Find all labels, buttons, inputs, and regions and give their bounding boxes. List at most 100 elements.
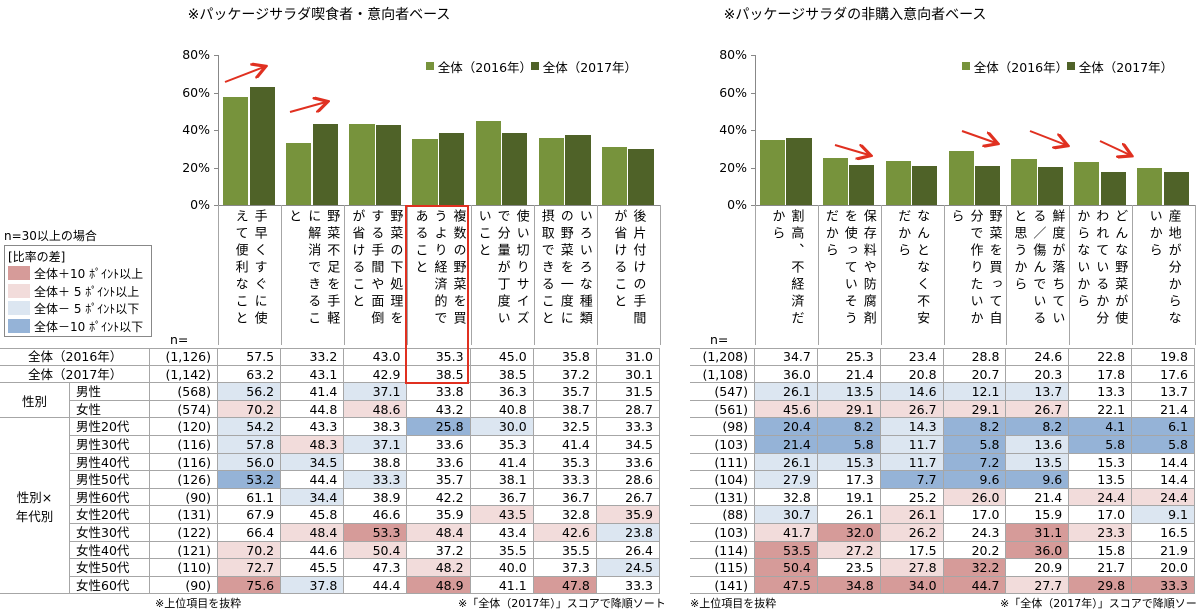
n-value: (121) <box>150 541 218 560</box>
category-separator <box>1132 205 1134 345</box>
n-value: (561) <box>690 400 755 419</box>
table-cell: 19.1 <box>817 488 881 507</box>
table-cell: 70.2 <box>218 400 282 419</box>
table-cell: 29.1 <box>817 400 881 419</box>
bar <box>1011 158 1037 205</box>
row-label: 女性30代 <box>70 524 150 542</box>
row-label: 男性50代 <box>70 471 150 489</box>
row-label: 女性40代 <box>70 541 150 560</box>
table-cell: 34.0 <box>880 576 944 595</box>
bar <box>412 138 438 205</box>
bar <box>1100 171 1126 205</box>
row-label: 男性20代 <box>70 418 150 436</box>
table-cell: 35.3 <box>470 436 534 454</box>
table-cell: 36.7 <box>470 488 534 507</box>
table-cell: 17.3 <box>817 471 881 489</box>
y-tick-label: 80% <box>719 47 747 62</box>
bar <box>628 148 654 205</box>
n-header: n= <box>710 332 729 347</box>
category-label: 野菜不足を手軽に解消できること <box>286 209 340 328</box>
table-cell: 17.6 <box>1132 365 1195 384</box>
y-tick-label: 0% <box>727 197 747 212</box>
table-cell: 13.7 <box>1006 383 1070 401</box>
bar <box>223 97 249 205</box>
table-cell: 32.8 <box>533 506 597 524</box>
table-cell: 35.5 <box>533 541 597 560</box>
table-cell: 44.4 <box>344 576 408 595</box>
table-cell: 6.1 <box>1132 418 1195 436</box>
table-cell: 38.8 <box>344 453 408 472</box>
category-label: 鮮度が落ちている／傷んでいると思うから <box>1011 209 1065 328</box>
shade-note: n=30以上の場合 <box>4 229 97 243</box>
shade-label: 全体－10 ﾎﾟｲﾝﾄ以下 <box>34 319 144 334</box>
table-cell: 25.3 <box>817 348 881 366</box>
table-cell: 63.2 <box>218 365 282 384</box>
table-cell: 36.7 <box>533 488 597 507</box>
bar <box>565 135 591 205</box>
bar <box>475 120 501 205</box>
row-label: 女性50代 <box>70 559 150 577</box>
footnote: ※「全体（2017年）」スコアで降順ソート <box>1000 597 1200 610</box>
category-separator <box>1069 205 1071 345</box>
n-value: (574) <box>150 400 218 419</box>
footnote: ※上位項目を抜粋 <box>155 597 242 610</box>
table-cell: 34.4 <box>281 488 345 507</box>
n-value: (122) <box>150 524 218 542</box>
table-cell: 41.7 <box>755 524 818 542</box>
row-label: 女性 <box>70 400 150 419</box>
table-cell: 36.0 <box>1006 541 1070 560</box>
table-cell: 57.8 <box>218 436 282 454</box>
bar <box>1137 167 1163 205</box>
category-box: 使い切りサイズで分量が丁度いいこと <box>471 209 534 343</box>
table-cell: 9.6 <box>1006 471 1070 489</box>
table-cell: 30.7 <box>755 506 818 524</box>
table-cell: 20.7 <box>943 365 1007 384</box>
table-cell: 27.9 <box>755 471 818 489</box>
table-cell: 33.3 <box>344 471 408 489</box>
bar <box>760 139 786 205</box>
table-cell: 5.8 <box>1132 436 1195 454</box>
category-separator <box>470 205 472 345</box>
table-cell: 44.8 <box>281 400 345 419</box>
trend-arrows <box>224 67 1130 155</box>
category-separator <box>755 205 756 345</box>
y-tick-label: 80% <box>182 47 210 62</box>
y-tick <box>214 205 218 206</box>
category-box: なんとなく不安だから <box>881 209 944 343</box>
category-box: 割高、不経済だから <box>755 209 818 343</box>
bar <box>538 137 565 205</box>
n-value: (141) <box>690 576 755 595</box>
highlight-box <box>405 205 469 385</box>
bar <box>502 132 528 205</box>
table-cell: 50.4 <box>344 541 408 560</box>
legend-swatch <box>1066 62 1075 70</box>
table-cell: 4.1 <box>1069 418 1133 436</box>
table-cell: 16.5 <box>1132 524 1195 542</box>
table-cell: 44.6 <box>281 541 345 560</box>
table-cell: 13.5 <box>817 383 881 401</box>
legend-label: 全体（2017年） <box>542 60 638 75</box>
table-cell: 66.4 <box>218 524 282 542</box>
table-cell: 61.1 <box>218 488 282 507</box>
row-label: 全体（2016年） <box>0 348 150 366</box>
bar <box>1074 162 1100 205</box>
table-cell: 14.3 <box>880 418 944 436</box>
y-tick <box>751 130 755 131</box>
table-cell: 43.2 <box>407 400 471 419</box>
table-cell: 48.6 <box>344 400 408 419</box>
table-cell: 67.9 <box>218 506 282 524</box>
table-cell: 33.3 <box>596 576 660 595</box>
n-value: (120) <box>150 418 218 436</box>
table-cell: 23.8 <box>596 524 660 542</box>
table-cell: 48.3 <box>281 436 345 454</box>
table-cell: 33.2 <box>281 348 345 366</box>
y-tick <box>751 205 755 206</box>
category-label: 保存料や防腐剤を使っていそうだから <box>822 209 876 328</box>
category-box: どんな野菜が使われているか分からないから <box>1069 209 1132 343</box>
table-cell: 13.3 <box>1069 383 1133 401</box>
table-cell: 44.7 <box>943 576 1007 595</box>
bar <box>786 137 812 205</box>
table-cell: 45.8 <box>281 506 345 524</box>
table-cell: 33.6 <box>596 453 660 472</box>
